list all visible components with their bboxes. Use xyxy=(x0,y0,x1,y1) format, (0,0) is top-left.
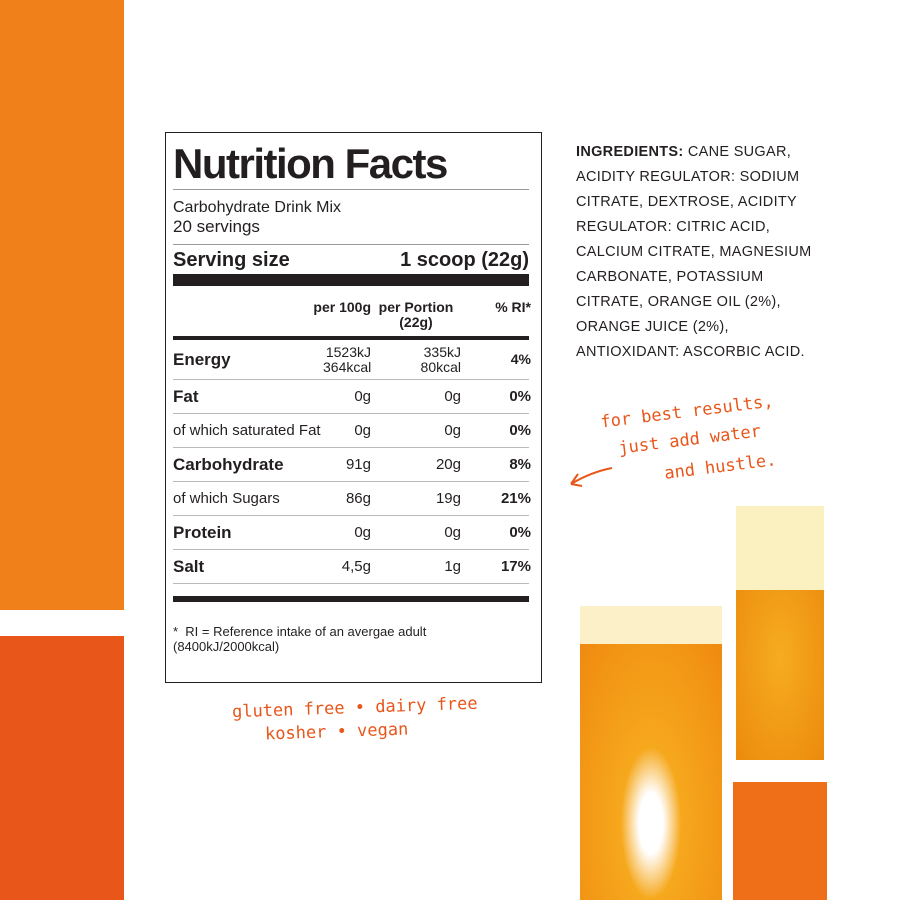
ri-value: 0% xyxy=(509,524,531,541)
footnote-mark: * xyxy=(173,624,179,639)
per100-value: 0g xyxy=(354,524,371,541)
portion-value: 20g xyxy=(435,456,461,473)
footnote-text: RI = Reference intake of an avergae adul… xyxy=(173,624,427,654)
ri-value: 8% xyxy=(509,456,531,473)
orange-peel-image xyxy=(733,782,827,900)
serving-size: Serving size 1 scoop (22g) xyxy=(173,244,529,272)
table-row: Protein 0g 0g 0% xyxy=(173,516,531,550)
portion-value: 0g xyxy=(444,388,461,405)
portion-value: 19g xyxy=(435,490,461,507)
orange-slice-image xyxy=(736,506,824,760)
nutrient-name: of which Sugars xyxy=(173,490,280,507)
footnote: * RI = Reference intake of an avergae ad… xyxy=(173,624,529,654)
label-title: Nutrition Facts xyxy=(173,141,529,190)
ri-value: 0% xyxy=(509,422,531,439)
nutrient-name: Carbohydrate xyxy=(173,454,284,474)
nutrient-name: of which saturated Fat xyxy=(173,422,321,439)
ri-value: 4% xyxy=(510,351,531,367)
nutrient-name: Salt xyxy=(173,556,205,576)
arrow-icon xyxy=(570,467,613,487)
serving-size-value: 1 scoop (22g) xyxy=(400,249,529,271)
col-per100: per 100g xyxy=(313,299,371,315)
serving-size-label: Serving size xyxy=(173,249,290,271)
nutrient-name: Fat xyxy=(173,386,199,406)
per100-value: 1523kJ 364kcal xyxy=(323,343,372,375)
per100-value: 91g xyxy=(345,456,371,473)
portion-value: 0g xyxy=(444,524,461,541)
table-header: per 100g per Portion (22g) % RI* xyxy=(173,286,531,340)
nutrition-label: Nutrition Facts Carbohydrate Drink Mix 2… xyxy=(165,132,542,683)
ri-value: 0% xyxy=(509,388,531,405)
divider xyxy=(173,596,529,602)
portion-value: 0g xyxy=(444,422,461,439)
claims-1: gluten free • dairy free xyxy=(231,693,478,723)
ingredients: INGREDIENTS: CANE SUGAR, ACIDITY REGULAT… xyxy=(576,140,826,365)
ingredients-text: CANE SUGAR, ACIDITY REGULATOR: SODIUM CI… xyxy=(576,144,812,360)
col-ri: % RI* xyxy=(495,299,531,315)
table-row: Energy 1523kJ 364kcal 335kJ 80kcal 4% xyxy=(173,340,531,380)
per100-value: 4,5g xyxy=(341,558,371,575)
servings: 20 servings xyxy=(173,217,260,236)
ri-value: 21% xyxy=(500,490,531,507)
per100-value: 0g xyxy=(354,388,371,405)
divider xyxy=(173,274,529,286)
product-name: Carbohydrate Drink Mix xyxy=(173,199,342,216)
table-row: Fat 0g 0g 0% xyxy=(173,380,531,414)
orange-bar-top xyxy=(0,0,124,610)
portion-value: 1g xyxy=(444,558,461,575)
spacer xyxy=(173,300,283,336)
nutrient-name: Protein xyxy=(173,522,232,542)
table-row: of which saturated Fat 0g 0g 0% xyxy=(173,414,531,448)
ingredients-heading: INGREDIENTS: xyxy=(576,144,684,160)
claims-2: kosher • vegan xyxy=(264,719,409,745)
table-row: Carbohydrate 91g 20g 8% xyxy=(173,448,531,482)
ri-value: 17% xyxy=(500,558,531,575)
nutrient-name: Energy xyxy=(173,350,231,369)
col-portion: per Portion (22g) xyxy=(378,299,454,330)
orange-slice-image xyxy=(580,606,722,900)
orange-bar-bottom xyxy=(0,636,124,900)
table-row: Salt 4,5g 1g 17% xyxy=(173,550,531,584)
per100-value: 0g xyxy=(354,422,371,439)
portion-value: 335kJ 80kcal xyxy=(420,343,461,375)
table-row: of which Sugars 86g 19g 21% xyxy=(173,482,531,516)
tagline-3: and hustle. xyxy=(663,450,778,484)
per100-value: 86g xyxy=(345,490,371,507)
